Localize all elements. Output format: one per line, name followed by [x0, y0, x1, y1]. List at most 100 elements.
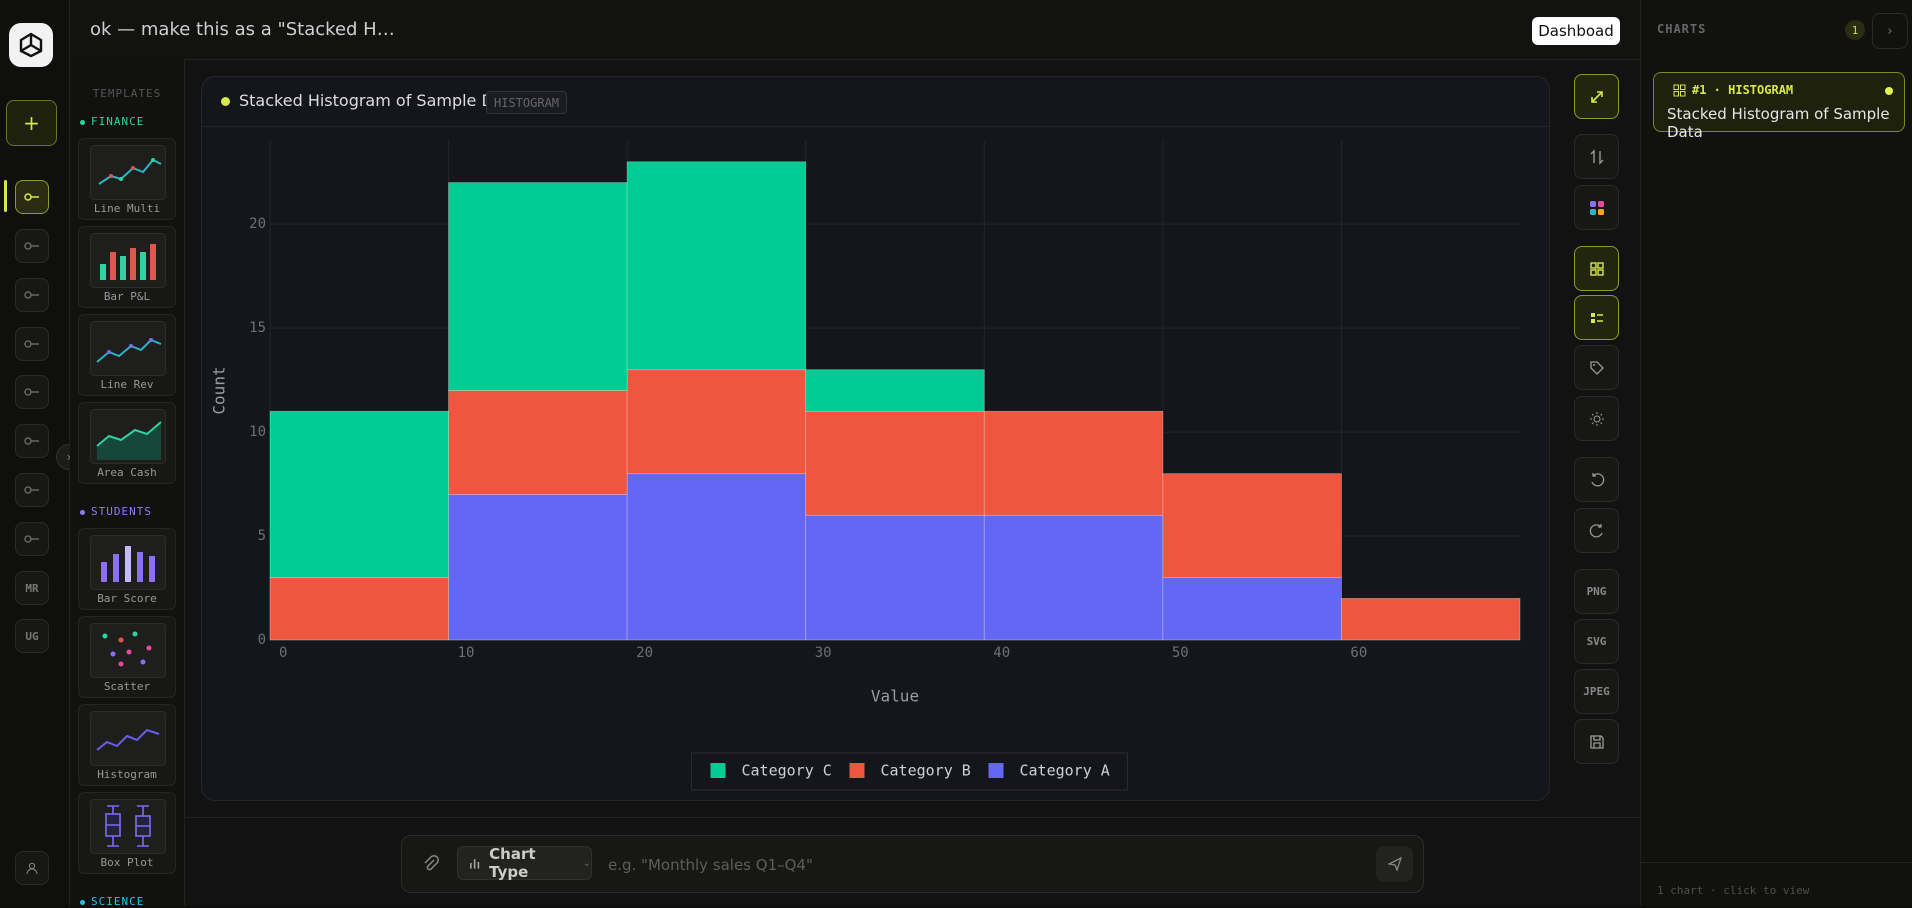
rail-item[interactable] [15, 375, 49, 409]
chart-type-chip[interactable]: Chart Type ⌄ [457, 845, 592, 881]
template-icon [90, 233, 166, 288]
export-button[interactable]: JPEG [1574, 669, 1619, 714]
rail-item[interactable] [15, 473, 49, 507]
input-placeholder[interactable]: e.g. "Monthly sales Q1–Q4" [608, 856, 813, 874]
icon-part [1589, 200, 1596, 207]
icon-part [1590, 312, 1595, 323]
icon-part [24, 388, 32, 396]
rail-item[interactable] [15, 327, 49, 361]
logo-icon [19, 32, 43, 58]
rail-item-active[interactable] [15, 180, 49, 214]
template-name: Bar Score [97, 592, 157, 605]
tool-button[interactable] [1574, 246, 1619, 291]
group-label: FINANCE [80, 115, 144, 128]
tool-button[interactable] [1574, 134, 1619, 179]
tool-button[interactable] [1574, 74, 1619, 119]
icon-part [110, 252, 116, 280]
icon-part [120, 256, 126, 280]
template-card[interactable]: Box Plot [78, 792, 176, 874]
left-rail: + MR UG › [0, 0, 82, 906]
rail-item[interactable] [15, 424, 49, 458]
active-indicator [4, 180, 7, 212]
icon-part [107, 350, 111, 354]
icon-part [1597, 208, 1604, 215]
icon-part [96, 728, 160, 751]
histogram-bar [805, 369, 985, 412]
dashboard-button[interactable]: Dashboad [1532, 17, 1620, 45]
icon-part [129, 344, 133, 348]
rail-item[interactable] [15, 229, 49, 263]
new-button[interactable]: + [6, 100, 57, 146]
icon-part [149, 338, 153, 342]
icon-part [1590, 90, 1603, 103]
icon-part [107, 338, 153, 354]
chart-title: Stacked Histogram of Sample Data [239, 91, 520, 110]
tool-button[interactable] [1574, 457, 1619, 502]
icon-part [24, 242, 39, 250]
send-button[interactable] [1376, 846, 1413, 882]
icon-part [97, 422, 161, 460]
tool-button[interactable] [1574, 345, 1619, 390]
template-card[interactable]: Line Rev [78, 314, 176, 396]
export-button[interactable]: PNG [1574, 569, 1619, 614]
icon-part [24, 340, 32, 348]
export-button[interactable]: SVG [1574, 619, 1619, 664]
logo[interactable] [9, 23, 53, 67]
template-card[interactable]: Scatter [78, 616, 176, 698]
icon-part [24, 535, 39, 543]
y-tick-label: 15 [249, 320, 266, 336]
icon-part [24, 193, 39, 201]
icon-part [1589, 268, 1597, 276]
user-button[interactable] [15, 851, 49, 885]
icon-part [100, 252, 146, 280]
template-card[interactable]: Bar P&L [78, 226, 176, 308]
templates-title: TEMPLATES [92, 87, 162, 100]
rail-item[interactable]: UG [15, 619, 49, 653]
template-card[interactable]: Histogram [78, 704, 176, 786]
icon-part [1589, 734, 1604, 749]
icon-part [1596, 261, 1604, 269]
icon-part [100, 264, 106, 280]
y-tick-label: 0 [258, 632, 266, 648]
rail-item[interactable]: MR [15, 571, 49, 605]
template-card[interactable]: Area Cash [78, 402, 176, 484]
legend-swatch [849, 763, 865, 778]
icon-part [140, 252, 146, 280]
tool-button[interactable] [1574, 295, 1619, 340]
tool-button[interactable] [1574, 508, 1619, 553]
histogram-bar [448, 390, 628, 495]
attach-icon[interactable] [422, 855, 440, 873]
chart: 0 5 10 15 20 0 10 20 30 40 50 60 Value Count Category … [210, 141, 1521, 791]
template-icon [90, 321, 166, 376]
icon-part [24, 291, 39, 299]
chart-list-item[interactable]: #1 · HISTOGRAM Stacked Histogram of Samp… [1653, 72, 1905, 141]
icon-part [26, 868, 38, 875]
legend-box [691, 752, 1128, 791]
tool-button[interactable] [1574, 396, 1619, 441]
icon-part [424, 855, 439, 871]
icon-part [100, 244, 156, 280]
icon-part [24, 486, 39, 494]
icon-part [149, 556, 155, 582]
rail-item[interactable] [15, 278, 49, 312]
x-tick-label: 40 [993, 645, 1010, 661]
icon-part [130, 248, 136, 280]
icon-part [1590, 312, 1595, 317]
panel-toggle[interactable]: › [1872, 13, 1908, 49]
icon-part [106, 824, 150, 827]
icon-part [1590, 472, 1604, 486]
icon-part [1590, 318, 1595, 323]
rail-item[interactable] [15, 522, 49, 556]
tool-button[interactable] [1574, 719, 1619, 764]
icon-part [24, 291, 32, 299]
icon-part [1589, 261, 1604, 276]
icon-part [1592, 363, 1595, 366]
tool-button[interactable] [1574, 185, 1619, 230]
template-icon [90, 145, 166, 200]
icon-part [119, 177, 123, 181]
template-icon [90, 409, 166, 464]
template-name: Scatter [103, 680, 151, 693]
top-bar: ok — make this as a "Stacked H… Dashboad [70, 0, 1640, 60]
template-card[interactable]: Bar Score [78, 528, 176, 610]
template-card[interactable]: Line Multi [78, 138, 176, 220]
